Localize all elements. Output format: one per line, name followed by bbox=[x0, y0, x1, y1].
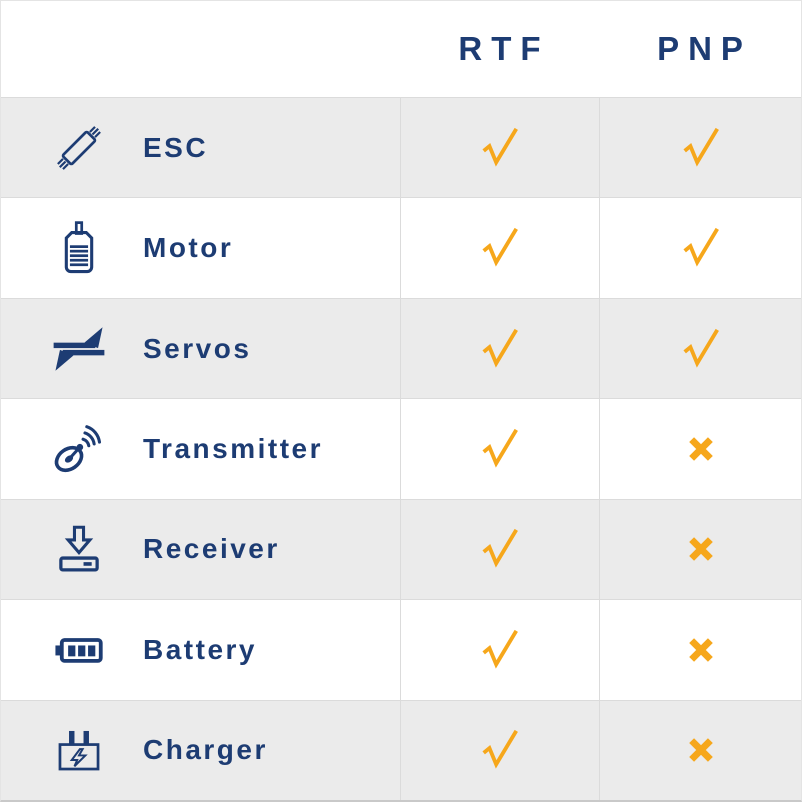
battery-icon bbox=[47, 618, 111, 682]
check-icon bbox=[482, 227, 518, 267]
row-label-cell: Receiver bbox=[1, 500, 400, 599]
check-icon bbox=[482, 730, 518, 769]
cross-icon bbox=[688, 437, 713, 461]
cross-icon bbox=[688, 638, 713, 662]
check-icon bbox=[482, 529, 518, 569]
row-label: Servos bbox=[143, 332, 252, 364]
cross-icon bbox=[688, 537, 713, 562]
table-row: Transmitter bbox=[1, 398, 801, 499]
row-label-cell: Motor bbox=[1, 198, 400, 297]
row-label: Receiver bbox=[143, 533, 280, 565]
cross-icon bbox=[688, 738, 713, 763]
row-label: Battery bbox=[143, 633, 257, 665]
check-icon bbox=[682, 127, 719, 167]
rtf-mark-cell bbox=[400, 198, 599, 298]
check-icon bbox=[482, 328, 518, 368]
table-row: ESC bbox=[1, 97, 801, 198]
check-icon bbox=[682, 328, 719, 368]
rtf-mark-cell bbox=[400, 700, 599, 800]
rtf-mark-cell bbox=[400, 499, 599, 600]
pnp-mark-cell bbox=[599, 98, 801, 198]
column-header-rtf: RTF bbox=[458, 30, 550, 67]
esc-icon bbox=[47, 116, 111, 180]
transmitter-icon bbox=[47, 417, 111, 481]
rtf-mark-cell bbox=[400, 298, 599, 399]
pnp-mark-cell bbox=[599, 600, 801, 700]
pnp-mark-cell bbox=[599, 499, 801, 600]
table-row: Servos bbox=[1, 297, 801, 399]
pnp-mark-cell bbox=[599, 298, 801, 399]
pnp-mark-cell bbox=[599, 399, 801, 499]
check-icon bbox=[482, 629, 518, 669]
pnp-mark-cell bbox=[599, 198, 801, 298]
check-icon bbox=[482, 127, 518, 167]
rtf-mark-cell bbox=[400, 399, 599, 499]
rtf-mark-cell bbox=[400, 98, 599, 198]
row-label: ESC bbox=[143, 131, 209, 163]
row-label-cell: ESC bbox=[1, 98, 400, 197]
servos-icon bbox=[47, 317, 111, 381]
row-label: Charger bbox=[143, 734, 268, 766]
row-label-cell: Battery bbox=[1, 600, 400, 699]
column-header-pnp: PNP bbox=[657, 30, 752, 67]
row-label: Transmitter bbox=[143, 432, 323, 464]
charger-icon bbox=[47, 718, 111, 782]
table-row: Motor bbox=[1, 197, 801, 298]
check-icon bbox=[482, 428, 518, 468]
table-header: RTF PNP bbox=[1, 1, 801, 97]
row-label: Motor bbox=[143, 232, 234, 264]
receiver-icon bbox=[47, 517, 111, 581]
table-row: Battery bbox=[1, 599, 801, 700]
row-label-cell: Servos bbox=[1, 299, 400, 398]
row-label-cell: Charger bbox=[1, 701, 400, 800]
table-row: Charger bbox=[1, 699, 801, 800]
motor-icon bbox=[47, 216, 111, 280]
pnp-mark-cell bbox=[599, 700, 801, 800]
rtf-mark-cell bbox=[400, 600, 599, 700]
header-spacer bbox=[1, 1, 400, 97]
check-icon bbox=[682, 227, 719, 267]
row-label-cell: Transmitter bbox=[1, 399, 400, 498]
table-row: Receiver bbox=[1, 498, 801, 600]
